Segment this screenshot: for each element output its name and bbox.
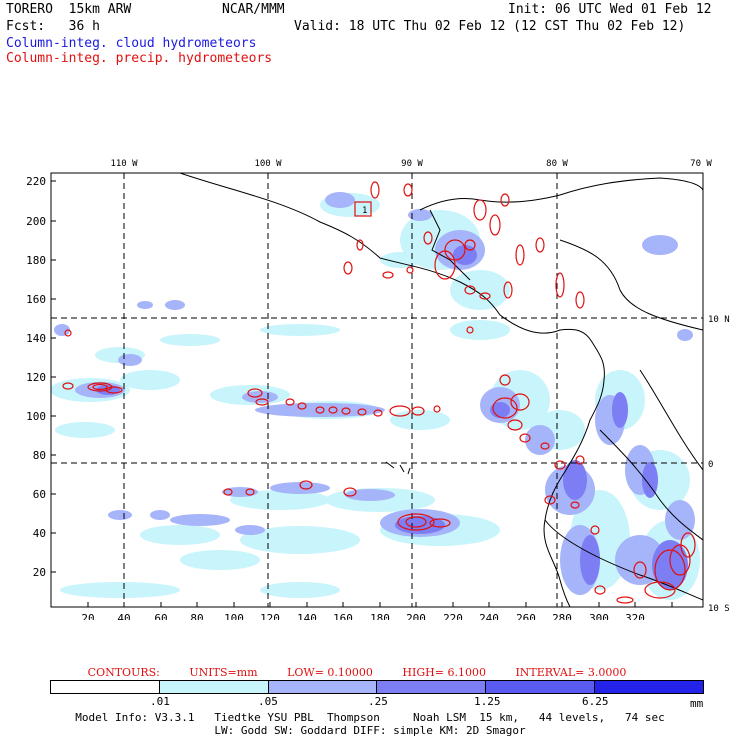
x-tick-60: 60 bbox=[154, 612, 167, 620]
legend-label-4: 6.25 bbox=[582, 695, 609, 708]
organization-label: NCAR/MMM bbox=[222, 2, 285, 17]
precip-box-label: 1 bbox=[362, 206, 367, 216]
lon-label-90w: 90 W bbox=[401, 159, 423, 169]
x-tick-100: 100 bbox=[224, 612, 244, 620]
contour-low: LOW= 0.10000 bbox=[287, 666, 373, 679]
legend-units: mm bbox=[690, 697, 704, 710]
x-tick-140: 140 bbox=[297, 612, 317, 620]
model-info-line1: Model Info: V3.3.1 Tiedtke YSU PBL Thomp… bbox=[75, 711, 665, 724]
legend-box-2 bbox=[268, 681, 378, 693]
y-tick-60: 60 bbox=[33, 488, 46, 501]
x-tick-200: 200 bbox=[406, 612, 426, 620]
y-tick-120: 120 bbox=[26, 371, 46, 384]
x-tick-220: 220 bbox=[443, 612, 463, 620]
x-tick-20: 20 bbox=[81, 612, 94, 620]
contour-units: UNITS=mm bbox=[189, 666, 258, 679]
y-tick-100: 100 bbox=[26, 410, 46, 423]
precip-contours bbox=[62, 181, 696, 604]
x-tick-80: 80 bbox=[190, 612, 203, 620]
y-tick-20: 20 bbox=[33, 566, 46, 579]
y-tick-80: 80 bbox=[33, 449, 46, 462]
legend-box-4 bbox=[486, 681, 596, 693]
model-info-line2: LW: Godd SW: Goddard DIFF: simple KM: 2D… bbox=[214, 724, 526, 737]
x-tick-240: 240 bbox=[479, 612, 499, 620]
y-tick-180: 180 bbox=[26, 254, 46, 267]
y-axis-ticks bbox=[51, 180, 56, 573]
legend-label-1: .05 bbox=[258, 695, 278, 708]
field-precip-label: Column-integ. precip. hydrometeors bbox=[6, 51, 273, 66]
x-tick-120: 120 bbox=[260, 612, 280, 620]
lon-label-110w: 110 W bbox=[110, 159, 138, 169]
lon-label-80w: 80 W bbox=[546, 159, 568, 169]
latlon-grid bbox=[51, 173, 703, 607]
legend-box-5 bbox=[595, 681, 703, 693]
y-tick-140: 140 bbox=[26, 332, 46, 345]
forecast-hour: Fcst: 36 h bbox=[6, 19, 100, 34]
lat-label-10n: 10 N bbox=[708, 315, 730, 325]
contour-info: CONTOURS: UNITS=mm LOW= 0.10000 HIGH= 6.… bbox=[0, 666, 740, 679]
legend-label-0: .01 bbox=[150, 695, 170, 708]
contour-interval: INTERVAL= 3.0000 bbox=[515, 666, 627, 679]
forecast-map: 1 220 200 180 160 140 120 100 80 60 40 2… bbox=[26, 159, 730, 620]
legend-box-0 bbox=[51, 681, 160, 693]
x-tick-40: 40 bbox=[117, 612, 130, 620]
color-legend bbox=[50, 680, 704, 694]
legend-label-2: .25 bbox=[368, 695, 388, 708]
x-tick-300: 300 bbox=[589, 612, 609, 620]
x-tick-260: 260 bbox=[516, 612, 536, 620]
x-tick-320: 320 bbox=[625, 612, 645, 620]
legend-label-3: 1.25 bbox=[474, 695, 501, 708]
x-axis-ticks bbox=[87, 602, 673, 607]
contour-label: CONTOURS: bbox=[87, 666, 160, 679]
y-tick-40: 40 bbox=[33, 527, 46, 540]
map-frame bbox=[50, 172, 704, 608]
init-time: Init: 06 UTC Wed 01 Feb 12 bbox=[508, 2, 712, 17]
legend-box-3 bbox=[377, 681, 487, 693]
model-title: TORERO 15km ARW bbox=[6, 2, 132, 17]
y-tick-160: 160 bbox=[26, 293, 46, 306]
lat-label-0: 0 bbox=[708, 460, 713, 470]
contour-high: HIGH= 6.1000 bbox=[402, 666, 486, 679]
x-tick-160: 160 bbox=[333, 612, 353, 620]
y-tick-220: 220 bbox=[26, 175, 46, 188]
lon-label-70w: 70 W bbox=[690, 159, 712, 169]
valid-time: Valid: 18 UTC Thu 02 Feb 12 (12 CST Thu … bbox=[294, 19, 686, 34]
x-tick-280: 280 bbox=[552, 612, 572, 620]
x-tick-180: 180 bbox=[370, 612, 390, 620]
lon-label-100w: 100 W bbox=[254, 159, 282, 169]
y-tick-200: 200 bbox=[26, 215, 46, 228]
lat-label-10s: 10 S bbox=[708, 604, 730, 614]
legend-box-1 bbox=[159, 681, 269, 693]
field-cloud-label: Column-integ. cloud hydrometeors bbox=[6, 36, 257, 51]
coastlines bbox=[179, 173, 703, 607]
